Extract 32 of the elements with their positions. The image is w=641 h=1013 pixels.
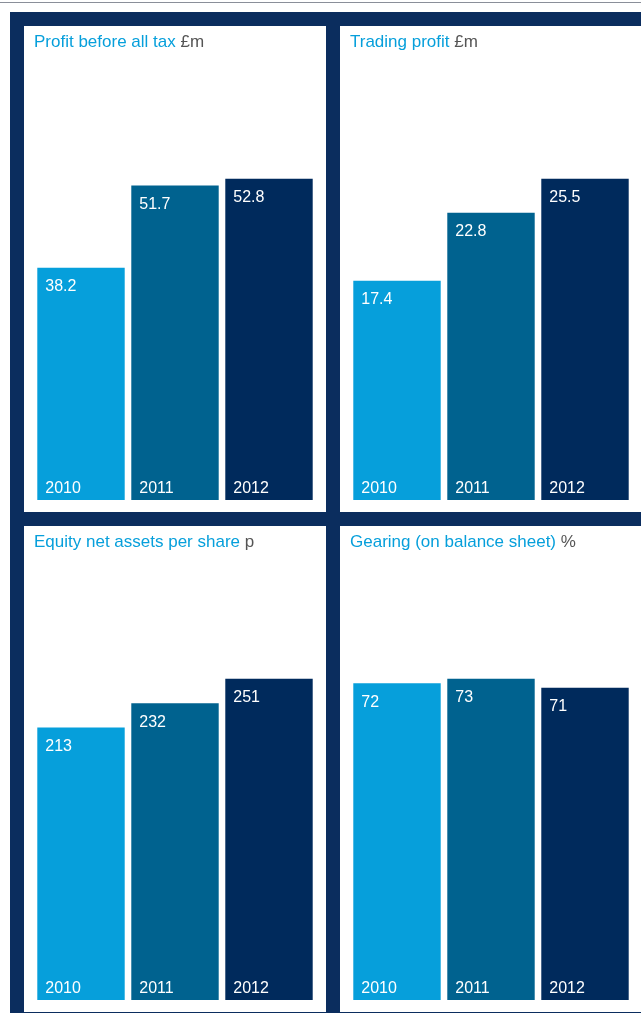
- x-tick-label: 2012: [233, 479, 269, 497]
- chart-subtitle: £m: [454, 32, 478, 51]
- chart-title: Profit before all tax: [34, 32, 176, 51]
- data-label: 232: [139, 712, 167, 730]
- x-tick-label: 2011: [139, 479, 174, 497]
- x-tick-label: 2010: [45, 979, 81, 997]
- chart-title: Gearing (on balance sheet): [350, 532, 557, 551]
- x-tick-label: 2010: [45, 479, 81, 497]
- chart-subtitle: p: [244, 532, 255, 551]
- data-label: 17.4: [361, 290, 393, 308]
- x-tick-label: 2010: [361, 479, 397, 497]
- data-label: 25.5: [549, 188, 581, 206]
- x-tick-label: 2011: [139, 979, 174, 997]
- x-tick-label: 2010: [361, 979, 397, 997]
- x-tick-label: 2012: [549, 479, 585, 497]
- chart-title: Equity net assets per share: [34, 532, 241, 551]
- chart-subtitle: %: [560, 532, 576, 551]
- data-label: 73: [455, 688, 474, 706]
- data-label: 51.7: [139, 194, 171, 212]
- data-label: 251: [233, 688, 261, 706]
- data-label: 71: [549, 697, 568, 715]
- x-tick-label: 2012: [549, 979, 585, 997]
- x-tick-label: 2011: [455, 979, 490, 997]
- x-tick-label: 2011: [455, 479, 490, 497]
- data-label: 22.8: [455, 222, 487, 240]
- data-label: 72: [361, 692, 380, 710]
- chart-title: Trading profit: [350, 32, 450, 51]
- data-label: 52.8: [233, 188, 265, 206]
- chart-subtitle: £m: [180, 32, 205, 51]
- data-label: 38.2: [45, 277, 77, 295]
- x-tick-label: 2012: [233, 979, 269, 997]
- data-label: 213: [45, 736, 73, 754]
